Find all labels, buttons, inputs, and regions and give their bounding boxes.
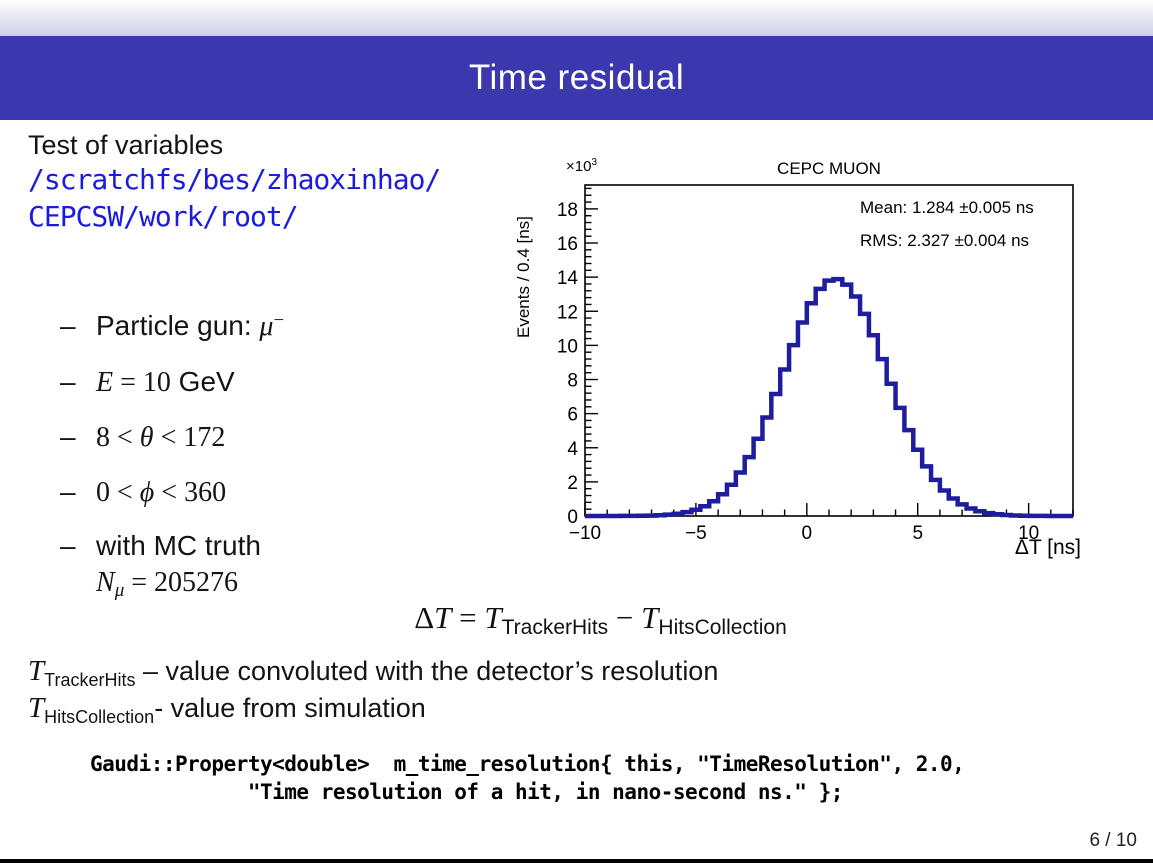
title-bar: Time residual bbox=[0, 36, 1153, 120]
hitscollection-subscript: HitsCollection bbox=[658, 616, 787, 639]
svg-text:2: 2 bbox=[567, 473, 578, 494]
svg-text:16: 16 bbox=[557, 234, 578, 255]
bullet-dash: – bbox=[60, 366, 76, 397]
bullet-dash: – bbox=[60, 530, 76, 561]
energy-symbol: E bbox=[96, 367, 114, 398]
def-text: – value convoluted with the detector’s r… bbox=[135, 656, 719, 686]
stat-mean: Mean: 1.284 ±0.005 ns bbox=[860, 198, 1034, 217]
svg-text:−10: −10 bbox=[569, 523, 601, 544]
bullet-item-mc-truth: – with MC truth bbox=[60, 530, 261, 562]
bullet-item-energy: – E = 10 GeV bbox=[60, 366, 235, 399]
bullet-dash: – bbox=[60, 310, 76, 341]
bullet-text: Particle gun: bbox=[96, 310, 260, 341]
mu-symbol: μ bbox=[259, 311, 274, 342]
bullet-text: = 10 bbox=[113, 367, 171, 398]
bullet-item-theta-range: –8 < θ < 172 bbox=[60, 421, 225, 454]
stat-rms: RMS: 2.327 ±0.004 ns bbox=[860, 231, 1030, 250]
def-text: - value from simulation bbox=[154, 693, 426, 723]
y-axis-scale-label: ×103 bbox=[566, 157, 597, 175]
intro-heading: Test of variables bbox=[28, 130, 224, 160]
svg-text:−5: −5 bbox=[685, 523, 707, 544]
def-hitscollection: THitsCollection- value from simulation bbox=[28, 692, 426, 728]
minus-sign: − bbox=[608, 600, 642, 635]
t-symbol: T bbox=[641, 600, 659, 635]
minus-superscript: − bbox=[273, 310, 285, 331]
equals-sign: = bbox=[451, 600, 485, 635]
bullet-text: 8 < bbox=[96, 422, 140, 453]
trackerhits-subscript: TrackerHits bbox=[501, 616, 609, 639]
bullet-text: < 360 bbox=[154, 477, 227, 508]
code-line-2: "Time resolution of a hit, in nano-secon… bbox=[90, 780, 844, 804]
slide-title: Time residual bbox=[468, 58, 685, 97]
bullet-text: < 172 bbox=[153, 422, 226, 453]
mu-subscript: μ bbox=[114, 580, 125, 601]
histogram-chart: −10 −5 0 5 10 0 2 4 6 8 10 12 14 16 18 Events / 0.4 [n… bbox=[514, 148, 1095, 578]
svg-text:10: 10 bbox=[1018, 523, 1039, 544]
theta-symbol: θ bbox=[139, 422, 154, 453]
energy-unit: GeV bbox=[170, 366, 235, 397]
svg-text:0: 0 bbox=[567, 507, 578, 528]
bullet-text: = 205276 bbox=[124, 567, 239, 598]
footer-rule bbox=[0, 859, 1153, 863]
bullet-text: with MC truth bbox=[96, 530, 261, 561]
bullet-dash: – bbox=[60, 421, 76, 452]
svg-text:6: 6 bbox=[567, 405, 578, 426]
trackerhits-subscript: TrackerHits bbox=[44, 670, 136, 690]
n-symbol: N bbox=[96, 567, 115, 598]
svg-text:8: 8 bbox=[567, 371, 578, 392]
page-number: 6 / 10 bbox=[1089, 830, 1137, 851]
t-symbol: T bbox=[484, 600, 502, 635]
hitscollection-subscript: HitsCollection bbox=[44, 707, 155, 727]
histogram-plot: −10 −5 0 5 10 0 2 4 6 8 10 12 14 16 18 bbox=[557, 184, 1074, 544]
svg-text:0: 0 bbox=[802, 523, 813, 544]
file-path-line-1: /scratchfs/bes/zhaoxinhao/ bbox=[28, 163, 441, 196]
bullet-item-particle-gun: – Particle gun: μ− bbox=[60, 310, 284, 343]
bullet-dash: – bbox=[60, 476, 76, 507]
y-axis-title: Events / 0.4 [ns] bbox=[514, 216, 533, 338]
t-symbol: T bbox=[28, 692, 45, 724]
svg-text:10: 10 bbox=[557, 336, 578, 357]
svg-text:4: 4 bbox=[567, 439, 578, 460]
top-gradient-strip bbox=[0, 0, 1153, 36]
delta-t-equation: ΔT = TTrackerHits − THitsCollection bbox=[0, 600, 1153, 640]
code-line-1: Gaudi::Property<double> m_time_resolutio… bbox=[90, 752, 965, 776]
bullet-text: 0 < bbox=[96, 477, 140, 508]
file-path-line-2: CEPCSW/work/root/ bbox=[28, 200, 299, 233]
x-axis-title: ΔT [ns] bbox=[1014, 536, 1081, 559]
scale-mantissa: ×10 bbox=[566, 158, 592, 175]
phi-symbol: ϕ bbox=[139, 477, 155, 508]
delta-symbol: Δ bbox=[414, 600, 435, 635]
t-symbol: T bbox=[28, 655, 45, 687]
chart-title: CEPC MUON bbox=[777, 159, 881, 178]
bullet-item-n-mu: Nμ = 205276 bbox=[96, 566, 238, 602]
svg-text:14: 14 bbox=[557, 268, 579, 289]
bullet-item-phi-range: –0 < ϕ < 360 bbox=[60, 476, 226, 509]
def-trackerhits: TTrackerHits – value convoluted with the… bbox=[28, 655, 718, 691]
t-symbol: T bbox=[434, 600, 452, 635]
svg-text:5: 5 bbox=[912, 523, 923, 544]
svg-text:12: 12 bbox=[557, 302, 578, 323]
scale-exponent: 3 bbox=[591, 157, 598, 168]
svg-text:18: 18 bbox=[557, 200, 578, 221]
